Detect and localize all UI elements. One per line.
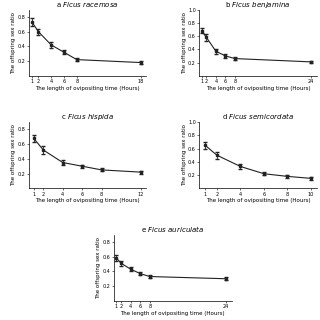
Y-axis label: The offspring sex ratio: The offspring sex ratio [96, 237, 101, 299]
X-axis label: The length of ovipositing time (Hours): The length of ovipositing time (Hours) [206, 86, 310, 91]
Y-axis label: The offspring sex ratio: The offspring sex ratio [11, 124, 16, 186]
X-axis label: The length of ovipositing time (Hours): The length of ovipositing time (Hours) [206, 198, 310, 203]
Title: b $\it{Ficus\ benjamina}$: b $\it{Ficus\ benjamina}$ [225, 0, 291, 10]
Y-axis label: The offspring sex ratio: The offspring sex ratio [182, 124, 187, 186]
Y-axis label: The offspring sex ratio: The offspring sex ratio [182, 12, 187, 74]
Title: a $\it{Ficus\ racemosa}$: a $\it{Ficus\ racemosa}$ [56, 0, 119, 9]
Title: c $\it{Ficus\ hispida}$: c $\it{Ficus\ hispida}$ [61, 112, 114, 122]
Title: e $\it{Ficus\ auriculata}$: e $\it{Ficus\ auriculata}$ [141, 224, 204, 234]
Title: d $\it{Ficus\ semicordata}$: d $\it{Ficus\ semicordata}$ [222, 111, 294, 121]
X-axis label: The length of ovipositing time (Hours): The length of ovipositing time (Hours) [35, 86, 140, 91]
X-axis label: The length of ovipositing time (Hours): The length of ovipositing time (Hours) [35, 198, 140, 203]
X-axis label: The length of ovipositing time (Hours): The length of ovipositing time (Hours) [121, 311, 225, 316]
Y-axis label: The offspring sex ratio: The offspring sex ratio [11, 12, 16, 74]
